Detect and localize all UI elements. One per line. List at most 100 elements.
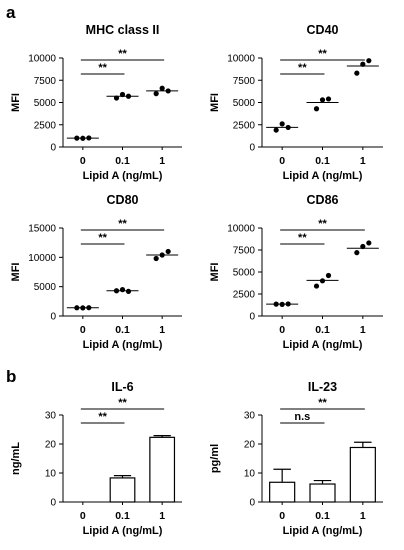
data-point [153,91,159,97]
data-point [119,287,126,293]
data-point [159,85,165,91]
data-point [74,305,80,311]
x-tick-label: 0 [279,324,285,336]
data-point [273,127,279,133]
significance-label: ** [118,397,127,409]
significance-label: ** [118,218,127,230]
y-tick-label: 7500 [233,246,256,257]
significance-label: ** [118,48,127,60]
x-tick-label: 0 [80,510,86,522]
x-tick-label: 0.1 [315,510,330,522]
y-tick-label: 10000 [28,253,56,264]
y-axis-label: MFI [10,263,22,282]
data-point [113,95,120,101]
data-point [273,301,279,307]
data-point [279,301,285,307]
x-axis-label: Lipid A (ng/mL) [83,170,163,182]
x-axis-label: Lipid A (ng/mL) [83,339,163,351]
significance-label: ** [318,218,327,230]
y-tick-label: 0 [50,312,56,323]
y-tick-label: 5000 [233,268,256,279]
chart-title: IL-6 [111,380,133,394]
data-point [325,96,332,102]
data-point [313,106,320,112]
bar [149,436,176,503]
data-point [113,288,120,294]
x-tick-label: 1 [159,510,165,522]
significance-label: ** [98,62,107,74]
y-tick-label: 2500 [233,120,256,131]
y-tick-label: 7500 [34,76,57,87]
y-tick-label: 10000 [227,224,255,235]
x-tick-label: 1 [360,510,366,522]
bar [269,481,296,503]
chart-title: IL-23 [308,380,337,394]
data-point [366,240,372,246]
y-axis-label: ng/mL [10,442,22,475]
bar [309,483,336,503]
significance-label: n.s [294,411,310,423]
data-point [325,272,332,279]
data-point [319,278,326,284]
data-point [366,58,372,64]
data-point [125,288,132,294]
x-axis-label: Lipid A (ng/mL) [283,339,363,351]
significance-label: ** [98,411,107,423]
y-tick-label: 20 [45,440,57,451]
data-point [86,305,92,311]
data-point [125,93,132,99]
chart-panel-0: MHC class II 0 2500 5000 7500 10000 0 0.1 1 Lipid… [10,23,182,182]
data-point [159,252,165,258]
data-point [319,97,326,103]
data-point [165,248,171,255]
y-tick-label: 7500 [233,76,256,87]
x-axis-label: Lipid A (ng/mL) [83,525,163,537]
y-tick-label: 10000 [227,54,255,65]
chart-title: CD86 [307,193,339,207]
chart-panel-4: IL-6 0 10 20 30 0 0.1 1 Lipid A (ng/mL) ng/mL ** ** [10,380,182,537]
bar [109,477,136,503]
x-tick-label: 1 [159,324,165,336]
x-tick-label: 0 [80,155,86,167]
data-point [285,124,291,131]
y-axis-label: MFI [209,263,221,282]
x-tick-label: 0 [279,155,285,167]
y-tick-label: 10 [244,469,256,480]
y-tick-label: 30 [45,411,57,422]
x-tick-label: 0.1 [115,324,130,336]
data-point [313,283,320,289]
significance-label: ** [98,232,107,244]
y-tick-label: 2500 [34,120,57,131]
y-tick-label: 0 [249,312,255,323]
x-tick-label: 0.1 [315,155,330,167]
data-point [74,135,80,141]
y-tick-label: 10 [45,469,57,480]
x-tick-label: 0 [80,324,86,336]
data-point [153,255,159,262]
y-tick-label: 0 [50,498,56,509]
y-tick-label: 15000 [28,224,56,235]
chart-panel-1: CD40 0 2500 5000 7500 10000 0 0.1 1 Lipid A (ng/m… [209,23,383,182]
y-axis-label: MFI [209,93,221,112]
data-point [80,305,86,311]
significance-label: ** [298,62,307,74]
y-axis-label: MFI [10,93,22,112]
data-point [360,243,366,250]
significance-label: ** [298,232,307,244]
chart-panel-2: CD80 0 5000 10000 15000 0 0.1 1 Lipid A (ng/mL) M… [10,193,182,351]
significance-label: ** [318,48,327,60]
chart-title: CD80 [107,193,139,207]
chart-panel-5: IL-23 0 10 20 30 0 0.1 1 Lipid A (ng/mL) pg/ml n.s… [209,380,383,537]
panel-letter-b: b [6,367,16,386]
chart-title: MHC class II [86,23,160,37]
y-tick-label: 0 [249,143,255,154]
significance-label: ** [318,397,327,409]
y-tick-label: 2500 [233,290,256,301]
y-tick-label: 5000 [34,282,57,293]
data-point [285,301,291,307]
x-tick-label: 1 [360,324,366,336]
y-tick-label: 5000 [34,98,57,109]
x-axis-label: Lipid A (ng/mL) [283,170,363,182]
y-tick-label: 0 [50,143,56,154]
